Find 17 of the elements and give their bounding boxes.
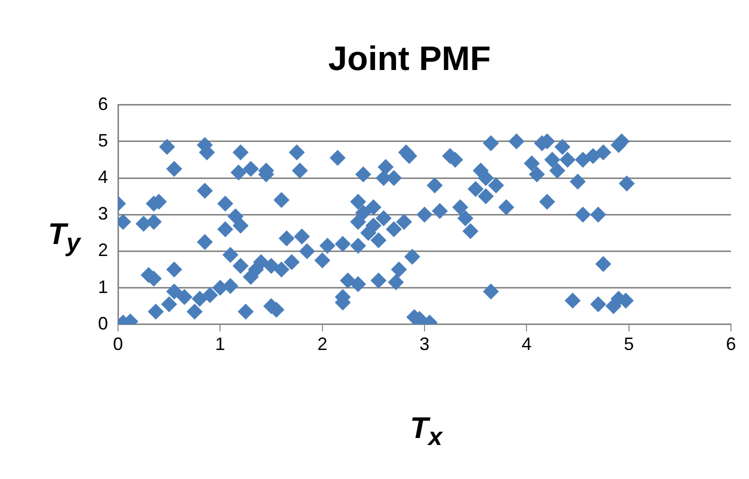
chart-title: Joint PMF bbox=[328, 40, 491, 78]
y-tick-label: 3 bbox=[98, 204, 108, 224]
x-tick-label: 0 bbox=[113, 334, 124, 354]
x-tick-label: 2 bbox=[317, 334, 328, 354]
x-tick-label: 6 bbox=[726, 334, 736, 354]
y-tick-label: 4 bbox=[98, 166, 108, 187]
x-tick-label: 5 bbox=[624, 334, 634, 354]
x-tick-label: 4 bbox=[522, 334, 532, 354]
x-axis-title: T$_{x}$ bbox=[410, 412, 442, 452]
y-tick-label: 2 bbox=[98, 240, 108, 260]
y-tick-label: 0 bbox=[98, 313, 108, 334]
x-tick-label: 1 bbox=[215, 334, 226, 354]
y-tick-label: 1 bbox=[98, 276, 108, 297]
y-tick-label: 5 bbox=[98, 130, 108, 150]
x-tick-label: 3 bbox=[420, 334, 430, 354]
y-axis-title: T$_{y}$ bbox=[48, 218, 80, 258]
y-tick-label: 6 bbox=[98, 94, 108, 114]
